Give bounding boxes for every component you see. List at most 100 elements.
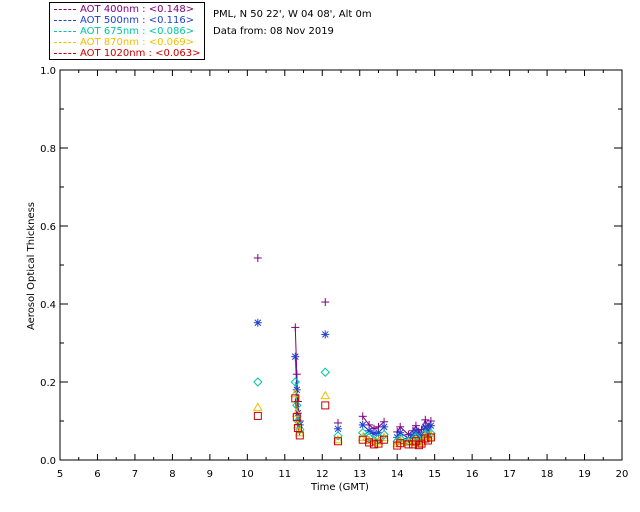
legend-entry: AOT 870nm : <0.069>	[50, 37, 206, 48]
data-point	[333, 431, 343, 441]
legend-line	[54, 42, 76, 43]
x-tick-label: 8	[169, 469, 175, 480]
data-point	[358, 435, 367, 444]
data-point	[292, 413, 301, 422]
data-point	[380, 422, 389, 431]
data-point	[291, 323, 300, 332]
data-point	[295, 431, 304, 440]
marker-stroke	[375, 429, 382, 437]
data-point	[333, 434, 343, 444]
legend-line	[54, 9, 76, 10]
y-tick-label: 1.0	[40, 66, 56, 77]
legend-entry: AOT 675nm : <0.086>	[50, 26, 206, 37]
data-point	[358, 420, 367, 429]
data-point	[379, 429, 389, 440]
data-point	[291, 352, 300, 361]
legend-line	[54, 53, 76, 54]
marker-stroke	[412, 427, 420, 435]
data-point	[380, 435, 389, 444]
x-tick-label: 14	[391, 469, 404, 480]
x-tick-label: 17	[503, 469, 516, 480]
site-info: PML, N 50 22', W 04 08', Alt 0m	[213, 9, 372, 20]
marker-stroke	[427, 422, 435, 430]
y-tick-label: 0.0	[40, 456, 56, 467]
data-point	[321, 401, 330, 410]
marker-stroke	[359, 421, 367, 429]
x-tick-label: 7	[132, 469, 138, 480]
data-point	[253, 377, 263, 387]
x-tick-label: 5	[57, 469, 63, 480]
legend-line	[54, 20, 76, 21]
data-point	[357, 432, 368, 441]
legend-label: AOT 675nm : <0.086>	[80, 26, 195, 37]
plot-axes: 5 6 7 8 9 10 11 12 13 14 15 16 17 18 19 20 0.0 0.2 0.4 0.6 0…	[40, 66, 628, 480]
data-point	[395, 436, 406, 445]
y-tick-label: 0.8	[40, 144, 56, 155]
marker-stroke	[321, 331, 329, 338]
x-tick-label: 15	[428, 469, 441, 480]
x-tick-label: 12	[316, 469, 329, 480]
x-tick-label: 13	[353, 469, 366, 480]
data-point	[426, 421, 435, 430]
data-point	[358, 412, 367, 421]
x-tick-label: 6	[94, 469, 100, 480]
data-point	[411, 426, 420, 435]
data-point	[320, 367, 330, 377]
data-point	[421, 415, 430, 424]
legend-label: AOT 1020nm : <0.063>	[80, 48, 201, 59]
date-info: Data from: 08 Nov 2019	[213, 26, 334, 37]
data-point	[393, 441, 402, 450]
x-tick-label: 20	[616, 469, 629, 480]
y-tick-label: 0.6	[40, 222, 56, 233]
marker-stroke	[334, 425, 342, 433]
data-point	[290, 377, 300, 387]
data-point	[290, 388, 301, 398]
marker-stroke	[370, 430, 378, 437]
data-point	[414, 441, 423, 450]
legend-label: AOT 870nm : <0.069>	[80, 37, 195, 48]
data-point	[379, 432, 389, 441]
series-line	[294, 327, 301, 422]
x-axis-label: Time (GMT)	[310, 482, 369, 493]
legend-label: AOT 500nm : <0.116>	[80, 15, 195, 26]
plot-frame	[59, 69, 623, 461]
data-point	[411, 434, 421, 444]
data-point	[320, 390, 331, 400]
data-point	[292, 370, 301, 379]
marker-stroke	[421, 423, 429, 431]
data-point	[253, 318, 262, 327]
legend-label: AOT 400nm : <0.148>	[80, 4, 195, 15]
data-point	[373, 433, 384, 444]
legend-line	[54, 31, 76, 32]
x-tick-label: 9	[207, 469, 213, 480]
data-point	[291, 394, 300, 403]
data-point	[321, 330, 330, 339]
y-tick-label: 0.4	[40, 300, 56, 311]
data-point	[365, 438, 374, 447]
y-tick-label: 0.2	[40, 378, 56, 389]
marker-stroke	[293, 386, 301, 394]
x-tick-label: 18	[541, 469, 554, 480]
x-tick-label: 11	[278, 469, 291, 480]
x-tick-label: 10	[241, 469, 254, 480]
marker-stroke	[291, 353, 299, 361]
data-point	[253, 253, 262, 262]
data-point	[426, 433, 435, 442]
marker-stroke	[396, 429, 404, 437]
data-point	[421, 434, 430, 443]
data-markers	[252, 253, 436, 450]
data-point	[252, 402, 263, 411]
x-tick-label: 16	[466, 469, 479, 480]
legend-entry: AOT 1020nm : <0.063>	[50, 48, 206, 59]
x-tick-label: 19	[578, 469, 591, 480]
data-point	[396, 439, 405, 448]
data-point	[321, 298, 330, 307]
marker-stroke	[254, 319, 262, 327]
y-axis-label: Aerosol Optical Thickness	[26, 202, 37, 330]
legend-entry: AOT 500nm : <0.116>	[50, 15, 206, 26]
legend-entry: AOT 400nm : <0.148>	[50, 4, 206, 15]
data-point	[292, 385, 301, 394]
marker-stroke	[380, 423, 388, 431]
data-point	[291, 408, 302, 417]
